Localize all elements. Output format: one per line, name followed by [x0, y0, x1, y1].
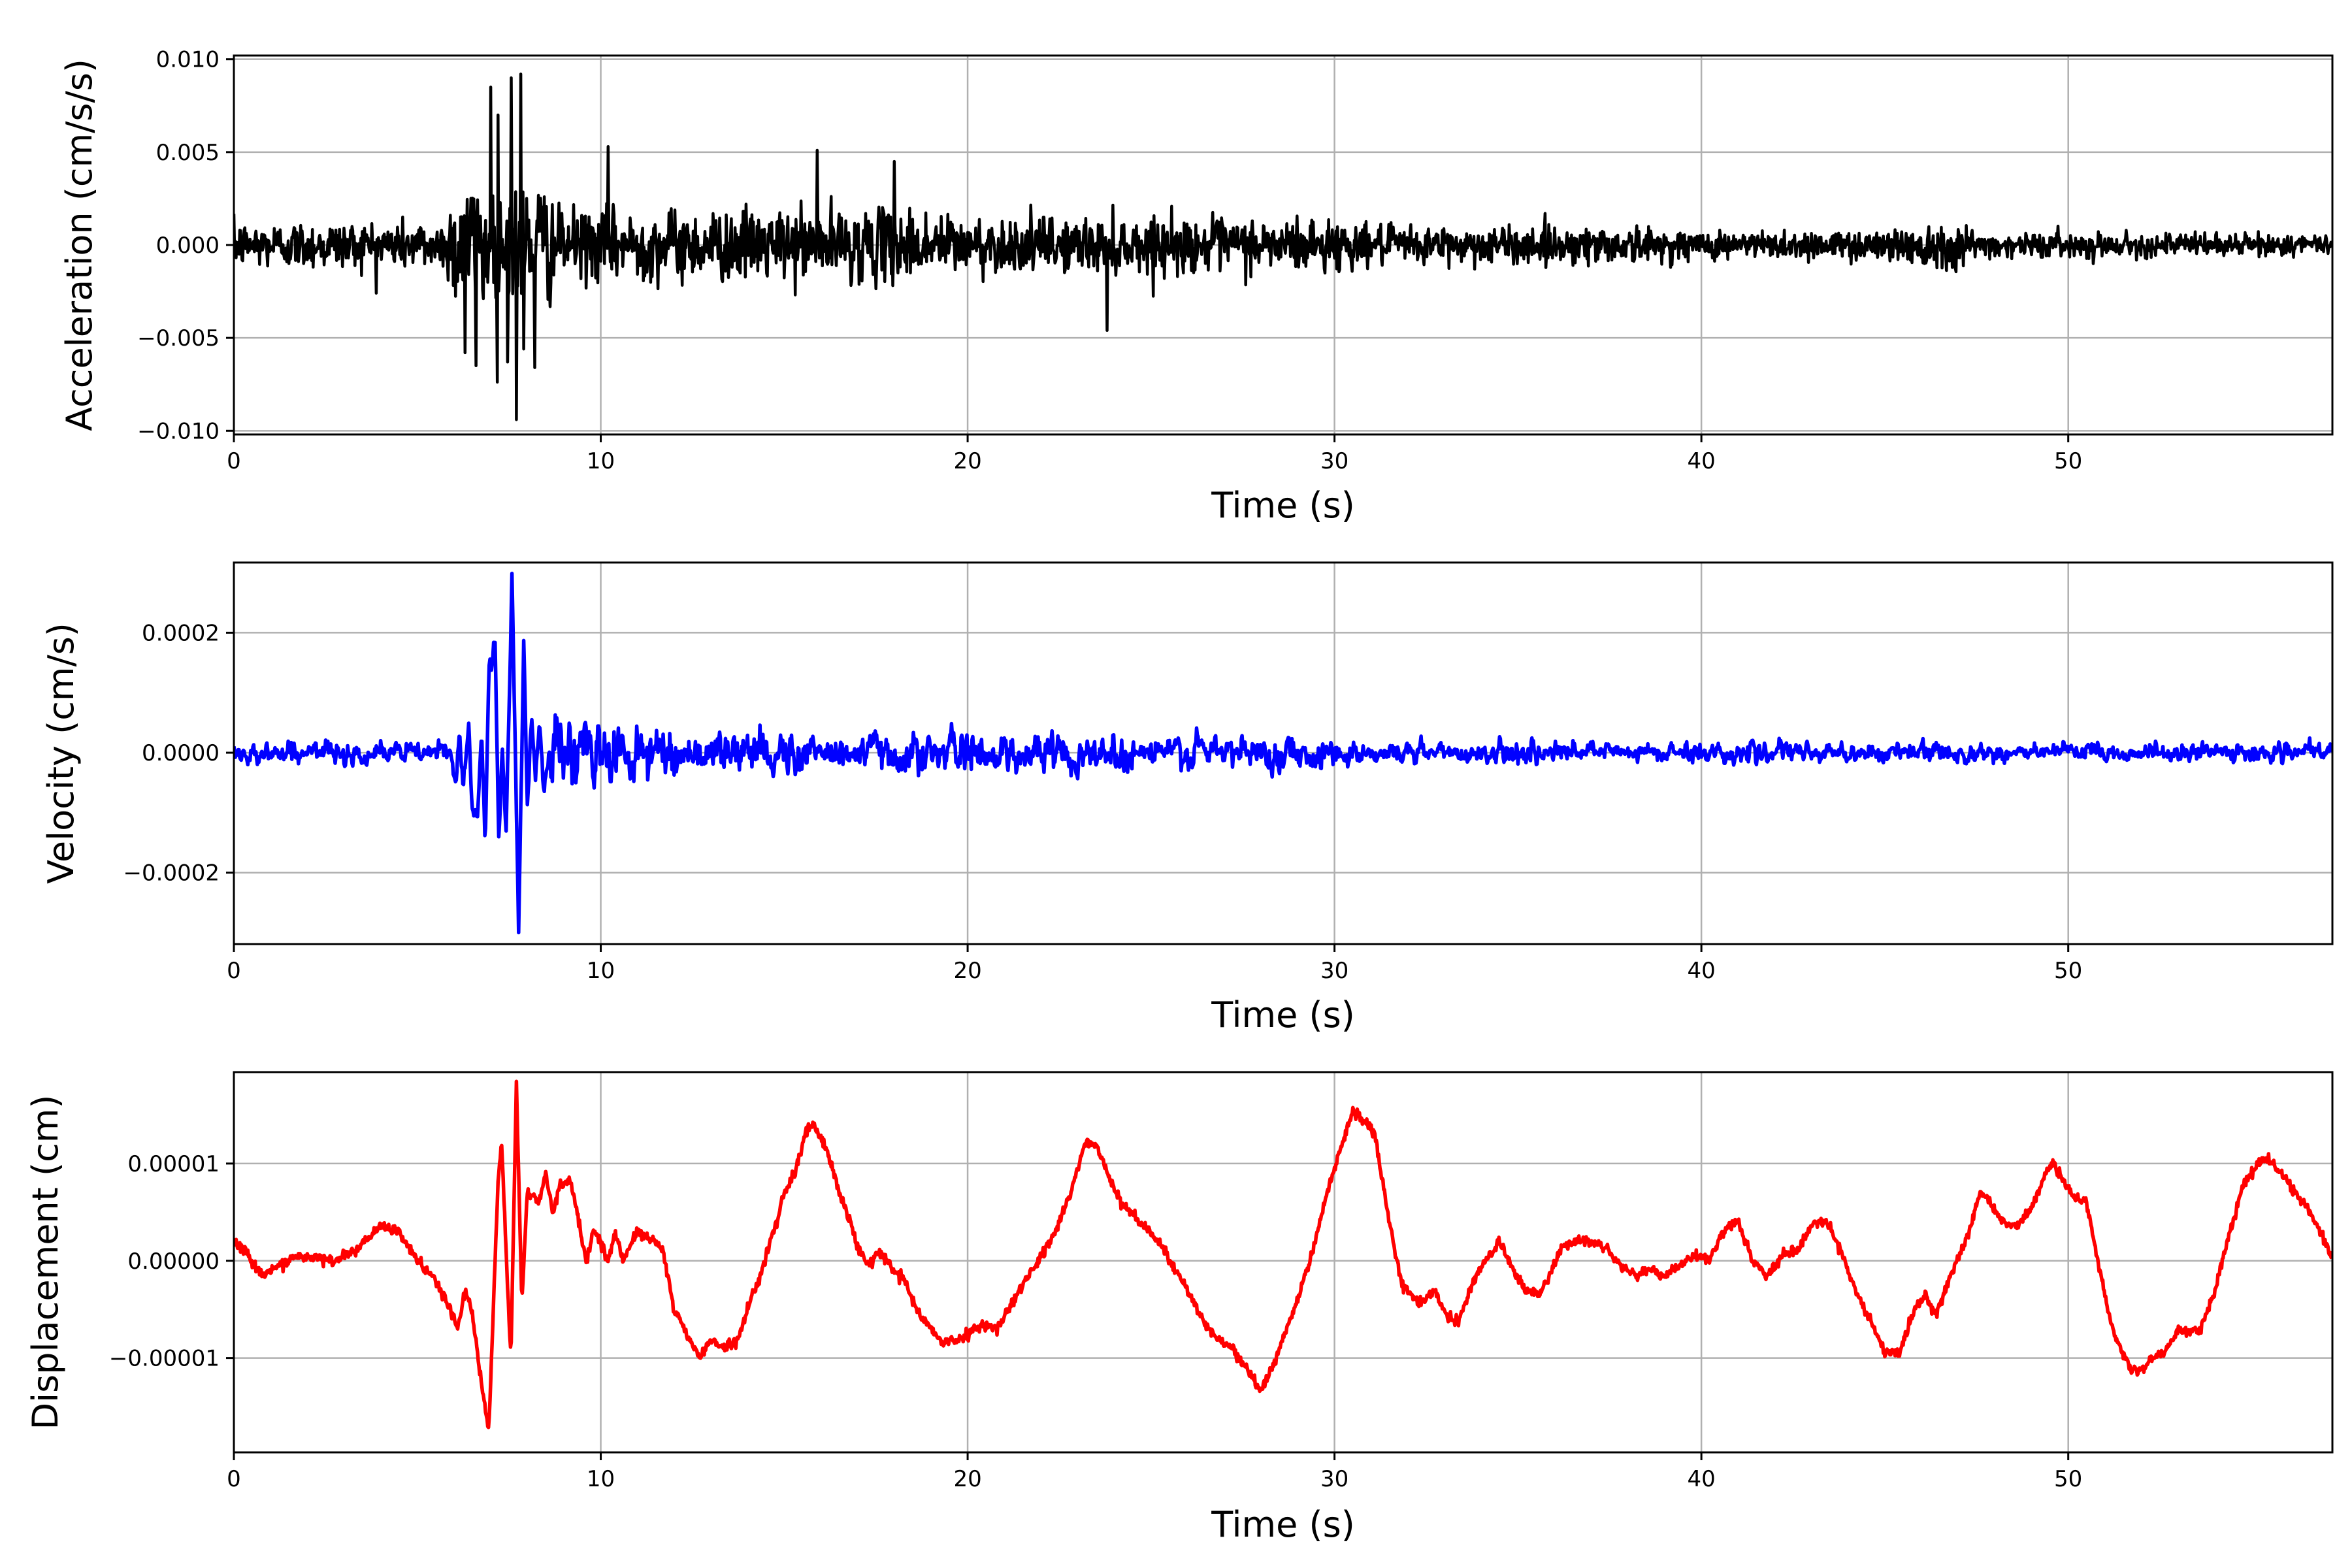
- velocity-x-axis-label: Time (s): [1211, 994, 1355, 1036]
- displacement-x-tick-label: 0: [227, 1466, 241, 1492]
- acceleration-x-tick-label: 10: [587, 448, 615, 474]
- displacement-axes-frame: [233, 1071, 2334, 1454]
- displacement-x-tick-label: 20: [953, 1466, 981, 1492]
- displacement-x-tick-label: 50: [2054, 1466, 2082, 1492]
- acceleration-x-tick-label: 40: [1688, 448, 1716, 474]
- acceleration-y-axis-label: Acceleration (cm/s/s): [59, 59, 100, 431]
- displacement-panel: Time (s) Displacement (cm) 0 10 20 30 40 50 −0…: [25, 1071, 2334, 1545]
- displacement-y-tick-label: 0.00001: [127, 1151, 220, 1177]
- displacement-y-axis-label: Displacement (cm): [25, 1095, 66, 1430]
- velocity-x-tick-label: 40: [1688, 958, 1716, 984]
- displacement-y-tick-label: −0.00001: [109, 1346, 220, 1372]
- velocity-x-tick-label: 10: [587, 958, 615, 984]
- velocity-y-tick-label: −0.0002: [123, 860, 220, 887]
- displacement-y-tick-label: 0.00000: [127, 1249, 220, 1275]
- velocity-x-tick-label: 50: [2054, 958, 2082, 984]
- velocity-panel: Time (s) Velocity (cm/s) 0 10 20 30 40 50 −0.0…: [41, 561, 2334, 1036]
- velocity-x-tick-label: 20: [953, 958, 981, 984]
- acceleration-panel: Time (s) Acceleration (cm/s/s) 0 10 20 30 40…: [59, 47, 2334, 526]
- velocity-x-tick-label: 30: [1320, 958, 1348, 984]
- acceleration-series-line: [234, 73, 2332, 421]
- displacement-x-tick-label: 40: [1688, 1466, 1716, 1492]
- velocity-x-tick-label: 0: [227, 958, 241, 984]
- acceleration-x-tick-label: 0: [227, 448, 241, 474]
- velocity-y-tick-label: 0.0002: [142, 620, 220, 646]
- acceleration-y-tick-label: −0.010: [137, 418, 220, 444]
- acceleration-y-tick-label: −0.005: [137, 325, 220, 351]
- velocity-y-axis-label: Velocity (cm/s): [41, 623, 82, 884]
- displacement-x-tick-label: 10: [587, 1466, 615, 1492]
- acceleration-x-tick-label: 50: [2054, 448, 2082, 474]
- acceleration-x-tick-label: 20: [953, 448, 981, 474]
- velocity-y-tick-label: 0.0000: [142, 740, 220, 766]
- acceleration-x-axis-label: Time (s): [1211, 485, 1355, 526]
- acceleration-y-tick-label: 0.000: [156, 233, 220, 259]
- acceleration-y-tick-label: 0.010: [156, 47, 220, 73]
- displacement-series-line: [234, 1079, 2332, 1429]
- displacement-x-tick-label: 30: [1320, 1466, 1348, 1492]
- acceleration-y-tick-label: 0.005: [156, 140, 220, 166]
- acceleration-x-tick-label: 30: [1320, 448, 1348, 474]
- velocity-series-line: [234, 571, 2332, 935]
- displacement-x-axis-label: Time (s): [1211, 1504, 1355, 1545]
